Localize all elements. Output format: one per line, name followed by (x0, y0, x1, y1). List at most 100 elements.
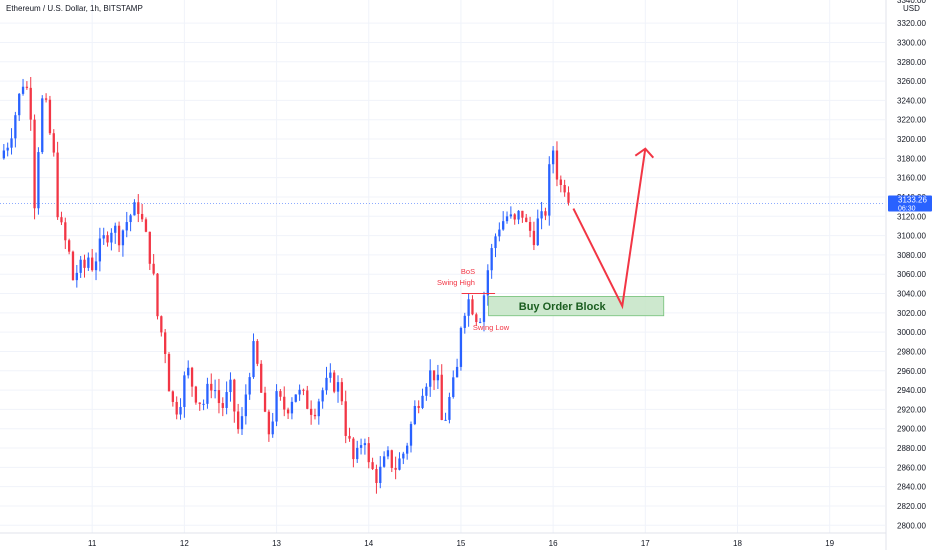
candle-body (114, 225, 117, 233)
candle-body (352, 438, 355, 460)
candle-body (436, 374, 440, 381)
price-tick-label: 3100.00 (897, 232, 926, 241)
candle-body (325, 377, 328, 391)
candle-body (555, 150, 559, 180)
price-tick-label: 3060.00 (897, 270, 926, 279)
candle-body (344, 401, 347, 436)
candle-body (94, 261, 98, 271)
candle-body (509, 214, 513, 217)
candle-body (513, 214, 516, 220)
candle-body (298, 389, 301, 395)
candle-body (194, 386, 198, 403)
candle-body (455, 366, 459, 378)
candle-body (117, 225, 121, 246)
candle-body (44, 98, 48, 100)
candle-body (394, 467, 397, 470)
candle-body (275, 391, 278, 422)
price-tick-label: 3280.00 (897, 58, 926, 67)
candle-body (60, 217, 63, 223)
candle-body (244, 394, 247, 417)
candle-body (71, 251, 75, 281)
candle-body (14, 115, 17, 139)
candle-body (140, 213, 144, 220)
candle-body (475, 314, 478, 323)
candle-body (521, 210, 524, 218)
candle-body (202, 403, 205, 405)
candle-body (448, 396, 451, 420)
price-tick-label: 2840.00 (897, 483, 926, 492)
price-tick-label: 3180.00 (897, 154, 926, 163)
candle-body (179, 406, 182, 415)
candle-body (294, 394, 297, 402)
candle-body (256, 341, 259, 364)
candle-body (283, 396, 286, 410)
candle-body (25, 86, 29, 88)
candle-body (321, 390, 324, 402)
price-tick-label: 3200.00 (897, 135, 926, 144)
candle-body (213, 390, 217, 392)
candle-body (252, 341, 255, 378)
price-tick-label: 3300.00 (897, 38, 926, 47)
candle-body (148, 231, 151, 264)
candle-body (91, 257, 94, 271)
candle-body (359, 445, 363, 448)
last-price-badge (888, 195, 932, 212)
candle-body (248, 377, 251, 395)
candle-body (429, 370, 432, 387)
candle-body (87, 257, 90, 268)
projection-arrowhead (634, 147, 655, 159)
time-tick-label: 14 (364, 539, 373, 548)
candle-body (41, 98, 44, 153)
candle-body (164, 332, 167, 354)
candle-body (532, 230, 536, 246)
candle-body (494, 236, 497, 249)
candle-body (133, 202, 136, 216)
candle-body (379, 466, 382, 484)
candle-body (102, 235, 105, 239)
candle-body (336, 382, 340, 392)
candle-body (551, 150, 555, 165)
price-tick-label: 2860.00 (897, 463, 926, 472)
candle-body (18, 93, 21, 116)
swing-high-label: Swing High (437, 278, 475, 287)
candle-body (106, 235, 109, 243)
candle-body (137, 202, 140, 214)
price-tick-label: 2940.00 (897, 386, 926, 395)
candle-body (271, 421, 274, 435)
candle-body (498, 229, 501, 237)
candle-body (75, 272, 78, 281)
candle-body (267, 411, 271, 435)
candle-body (421, 395, 424, 408)
candle-body (279, 391, 282, 397)
candle-body (363, 443, 367, 446)
candle-body (29, 87, 32, 120)
candle-body (240, 416, 244, 430)
candle-body (333, 372, 336, 392)
candle-body (409, 424, 413, 446)
candle-body (567, 192, 570, 203)
candle-body (452, 377, 455, 397)
candle-body (402, 453, 405, 459)
candle-body (37, 152, 40, 209)
candle-body (544, 211, 547, 216)
candle-body (236, 411, 240, 430)
candle-body (67, 240, 71, 252)
candle-body (286, 409, 290, 414)
price-tick-label: 3120.00 (897, 212, 926, 221)
price-tick-label: 3240.00 (897, 96, 926, 105)
candle-body (309, 408, 313, 415)
candle-body (190, 367, 194, 387)
candle-body (559, 179, 562, 186)
candle-body (375, 469, 378, 484)
price-tick-label: 3020.00 (897, 309, 926, 318)
price-tick-label: 3160.00 (897, 174, 926, 183)
candle-body (110, 232, 113, 243)
candle-body (263, 392, 267, 412)
candle-body (406, 445, 409, 454)
candle-body (382, 456, 386, 467)
price-tick-label: 2820.00 (897, 502, 926, 511)
candle-body (444, 419, 447, 421)
